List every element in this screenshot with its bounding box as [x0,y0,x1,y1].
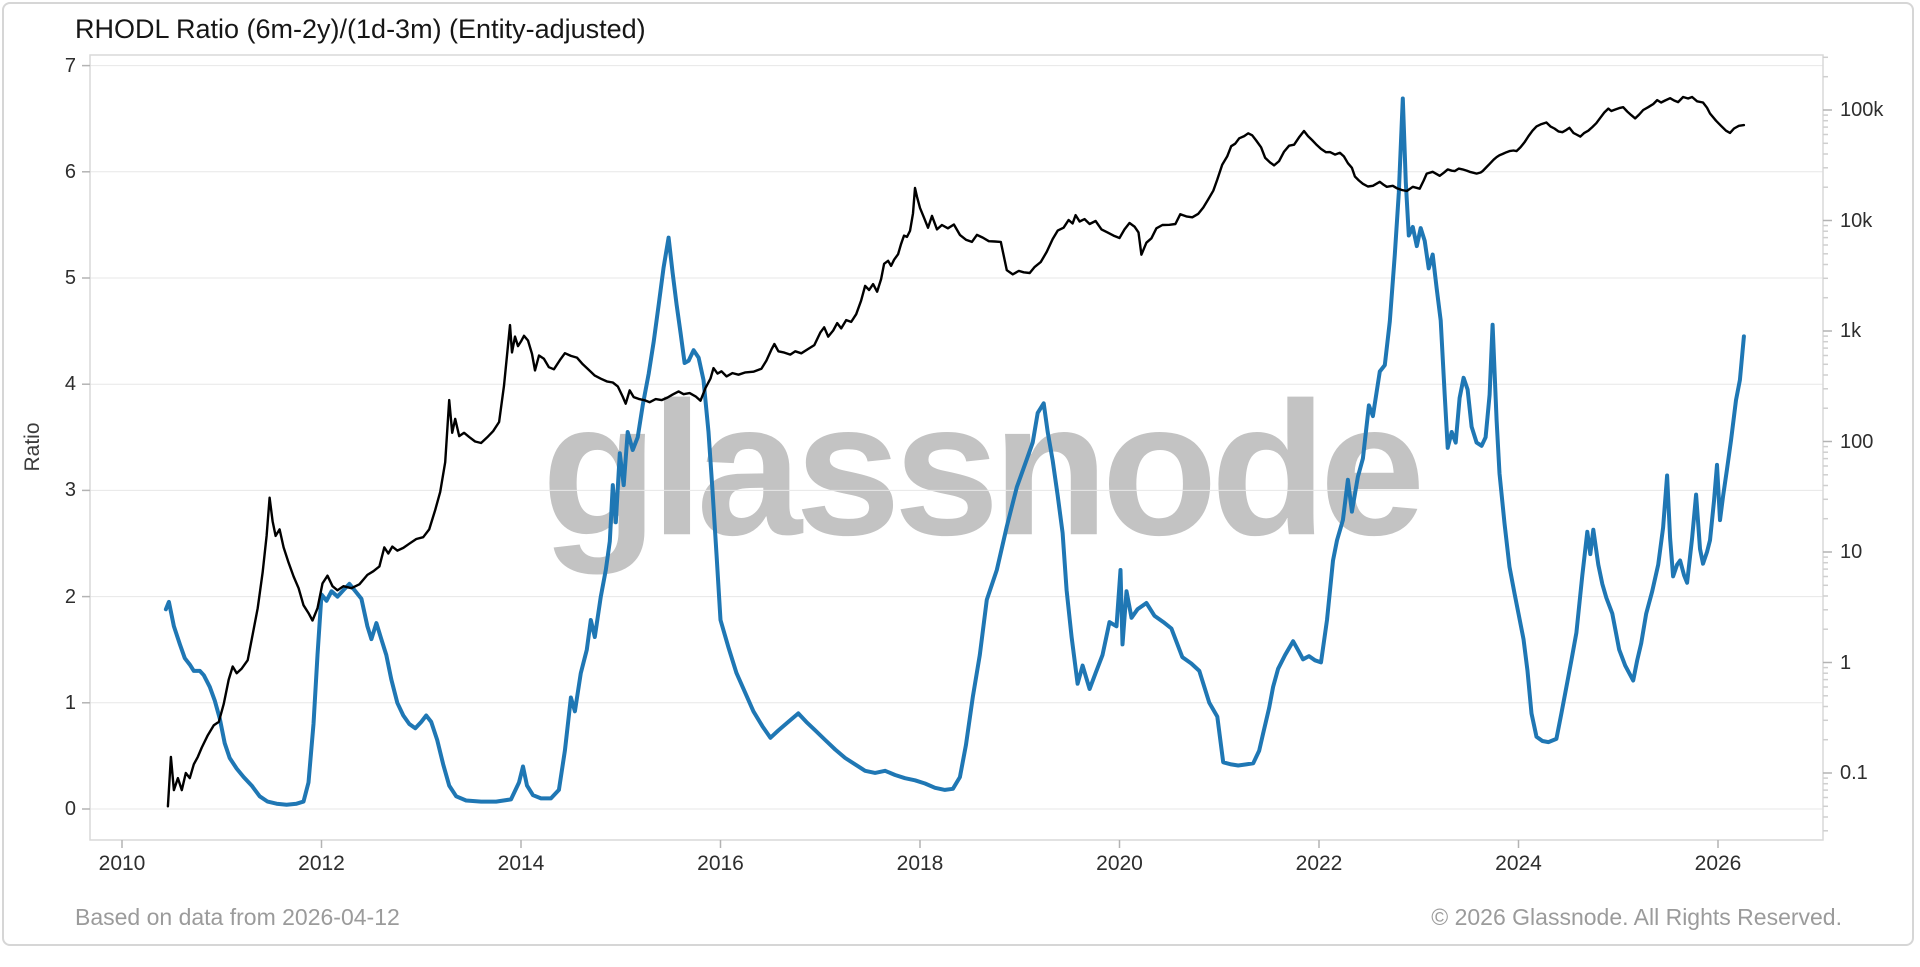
right-axis-tick-10: 10 [1840,541,1863,563]
left-axis-tick-7: 7 [64,54,76,77]
x-axis-tick-2020: 2020 [1096,852,1143,875]
x-axis-tick-2016: 2016 [697,852,744,875]
right-axis-tick-1: 1 [1840,651,1852,674]
copyright-notice: © 2026 Glassnode. All Rights Reserved. [1431,904,1842,930]
chart-card [2,2,1914,946]
left-axis-tick-5: 5 [64,267,76,289]
left-axis-tick-0: 0 [64,798,76,820]
x-axis-tick-2026: 2026 [1694,852,1742,875]
data-source-note: Based on data from 2026-04-12 [75,904,400,930]
chart-title: RHODL Ratio (6m-2y)/(1d-3m) (Entity-adju… [75,14,646,44]
series-rhodl-ratio [163,96,1746,807]
left-axis-tick-6: 6 [64,160,76,183]
right-axis-tick-1k: 1k [1840,320,1862,342]
x-axis-tick-2018: 2018 [896,852,944,875]
x-axis-tick-2014: 2014 [497,852,545,875]
left-axis-tick-2: 2 [64,585,76,608]
right-axis-tick-100k: 100k [1840,99,1884,121]
glassnode-watermark: glassnode [541,363,1426,576]
left-axis-tick-1: 1 [64,691,76,714]
right-axis-tick-100: 100 [1840,430,1874,453]
series-price [166,95,1746,808]
right-axis-tick-10k: 10k [1840,209,1873,232]
x-axis-tick-2010: 2010 [98,852,146,875]
left-axis-tick-3: 3 [64,479,76,502]
left-axis-tick-4: 4 [64,373,76,396]
x-axis-tick-2012: 2012 [298,852,345,875]
x-axis-tick-2022: 2022 [1295,852,1343,875]
x-axis-tick-2024: 2024 [1495,852,1542,875]
right-axis-tick-0.1: 0.1 [1840,762,1868,784]
